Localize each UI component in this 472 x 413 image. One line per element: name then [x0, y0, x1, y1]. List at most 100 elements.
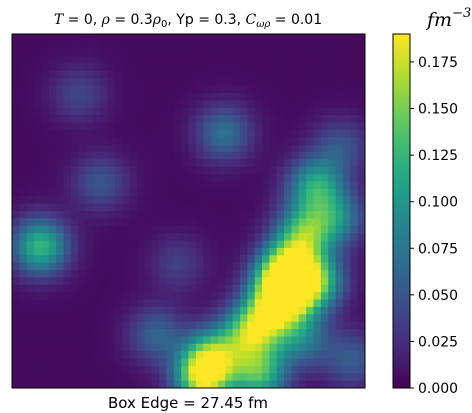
heatmap-cell — [181, 174, 190, 183]
heatmap-cell — [269, 314, 278, 323]
heatmap-cell — [78, 255, 87, 264]
heatmap-cell — [100, 152, 109, 160]
heatmap-cell — [107, 262, 116, 271]
heatmap-cell — [239, 218, 248, 227]
heatmap-cell — [247, 336, 256, 345]
heatmap-cell — [151, 56, 160, 65]
heatmap-cell — [195, 34, 204, 42]
heatmap-cell — [298, 174, 307, 183]
heatmap-cell — [225, 321, 234, 330]
heatmap-cell — [350, 365, 359, 374]
heatmap-cell — [291, 63, 300, 72]
heatmap-cell — [122, 196, 131, 205]
heatmap-cell — [26, 137, 35, 146]
heatmap-cell — [195, 93, 204, 101]
heatmap-cell — [34, 78, 43, 87]
heatmap-cell — [217, 306, 226, 315]
heatmap-cell — [19, 233, 28, 242]
heatmap-cell — [239, 329, 248, 337]
heatmap-cell — [232, 56, 241, 65]
heatmap-cell — [320, 129, 329, 138]
heatmap-cell — [254, 174, 263, 183]
heatmap-cell — [269, 262, 278, 271]
heatmap-cell — [357, 284, 365, 293]
heatmap-cell — [114, 262, 123, 271]
heatmap-cell — [225, 48, 234, 57]
heatmap-cell — [63, 306, 72, 315]
heatmap-cell — [313, 56, 322, 65]
heatmap-cell — [85, 329, 94, 337]
heatmap-cell — [114, 48, 123, 57]
heatmap-cell — [114, 196, 123, 205]
heatmap-cell — [291, 100, 300, 109]
heatmap-cell — [232, 174, 241, 183]
heatmap-cell — [357, 159, 365, 168]
heatmap-cell — [41, 63, 50, 72]
heatmap-cell — [48, 336, 57, 345]
heatmap-cell — [313, 218, 322, 227]
heatmap-cell — [70, 85, 79, 94]
heatmap-cell — [210, 63, 219, 72]
heatmap-cell — [320, 240, 329, 249]
heatmap-cell — [298, 107, 307, 116]
heatmap-cell — [34, 277, 43, 286]
heatmap-cell — [137, 34, 145, 42]
heatmap-cell — [276, 299, 285, 308]
heatmap-cell — [203, 144, 212, 153]
heatmap-cell — [151, 159, 160, 168]
heatmap-cell — [48, 299, 57, 308]
heatmap-cell — [298, 188, 307, 197]
heatmap-cell — [342, 218, 351, 227]
heatmap-cell — [210, 78, 219, 87]
heatmap-cell — [195, 159, 204, 168]
heatmap-cell — [350, 48, 359, 57]
heatmap-cell — [151, 358, 160, 367]
heatmap-cell — [63, 93, 72, 101]
heatmap-cell — [195, 329, 204, 337]
heatmap-cell — [328, 262, 337, 271]
heatmap-cell — [239, 181, 248, 190]
heatmap-cell — [26, 159, 35, 168]
heatmap-cell — [166, 137, 175, 146]
heatmap-cell — [144, 137, 153, 146]
heatmap-cell — [284, 129, 293, 138]
heatmap-cell — [291, 240, 300, 249]
heatmap-cell — [239, 306, 248, 315]
heatmap-cell — [291, 211, 300, 219]
heatmap-cell — [269, 358, 278, 367]
heatmap-cell — [188, 78, 197, 87]
heatmap-cell — [144, 218, 153, 227]
heatmap-cell — [34, 188, 43, 197]
heatmap-cell — [26, 174, 35, 183]
heatmap-cell — [350, 144, 359, 153]
heatmap-cell — [159, 306, 168, 315]
heatmap-cell — [210, 122, 219, 131]
heatmap-cell — [195, 365, 204, 374]
heatmap-cell — [78, 284, 87, 293]
heatmap-cell — [335, 144, 344, 153]
heatmap-cell — [269, 299, 278, 308]
heatmap-cell — [137, 292, 145, 301]
heatmap-cell — [328, 336, 337, 345]
heatmap-cell — [173, 306, 182, 315]
heatmap-cell — [262, 34, 270, 42]
heatmap-cell — [225, 314, 234, 323]
heatmap-cell — [335, 299, 344, 308]
heatmap-cell — [291, 270, 300, 278]
heatmap-cell — [239, 225, 248, 234]
heatmap-cell — [217, 314, 226, 323]
heatmap-cell — [254, 159, 263, 168]
heatmap-cell — [48, 115, 57, 124]
heatmap-cell — [19, 107, 28, 116]
heatmap-cell — [342, 78, 351, 87]
heatmap-cell — [203, 63, 212, 72]
heatmap-cell — [232, 48, 241, 57]
heatmap-cell — [357, 152, 365, 160]
heatmap-cell — [34, 225, 43, 234]
heatmap-cell — [262, 159, 270, 168]
heatmap-cell — [63, 225, 72, 234]
heatmap-cell — [225, 100, 234, 109]
heatmap-cell — [291, 56, 300, 65]
heatmap-cell — [232, 41, 241, 50]
heatmap-cell — [129, 284, 138, 293]
